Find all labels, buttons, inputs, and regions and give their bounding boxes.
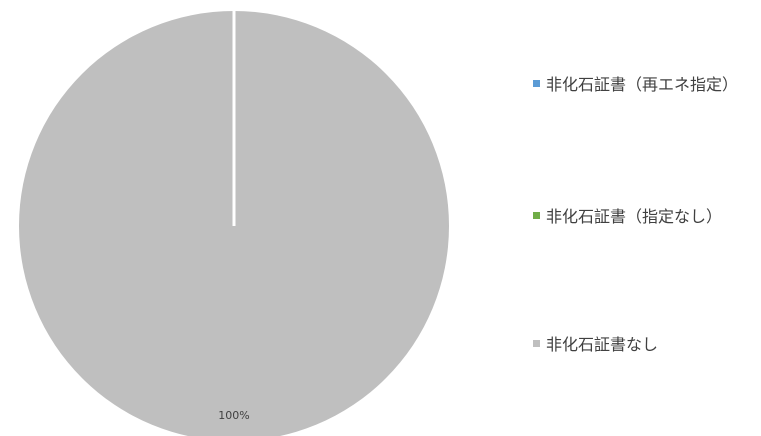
legend-label-renewable-certificate: 非化石証書（再エネ指定）: [546, 75, 739, 94]
legend-item-renewable-certificate: 非化石証書（再エネ指定）: [533, 71, 738, 95]
legend-label-unspecified-certificate: 非化石証書（指定なし）: [546, 207, 723, 226]
pie-slices: [19, 11, 449, 436]
legend-swatch-no-certificate: [533, 339, 540, 347]
legend: 非化石証書（再エネ指定） 非化石証書（指定なし） 非化石証書なし: [533, 0, 761, 436]
pie-chart: 100%: [19, 11, 449, 436]
data-label-no-certificate: 100%: [218, 409, 249, 422]
pie-data-labels: 100%: [218, 409, 249, 422]
legend-item-no-certificate: 非化石証書なし: [533, 331, 658, 355]
legend-label-no-certificate: 非化石証書なし: [546, 335, 659, 354]
legend-swatch-renewable-certificate: [533, 79, 540, 87]
legend-item-unspecified-certificate: 非化石証書（指定なし）: [533, 203, 722, 227]
legend-swatch-unspecified-certificate: [533, 211, 540, 219]
